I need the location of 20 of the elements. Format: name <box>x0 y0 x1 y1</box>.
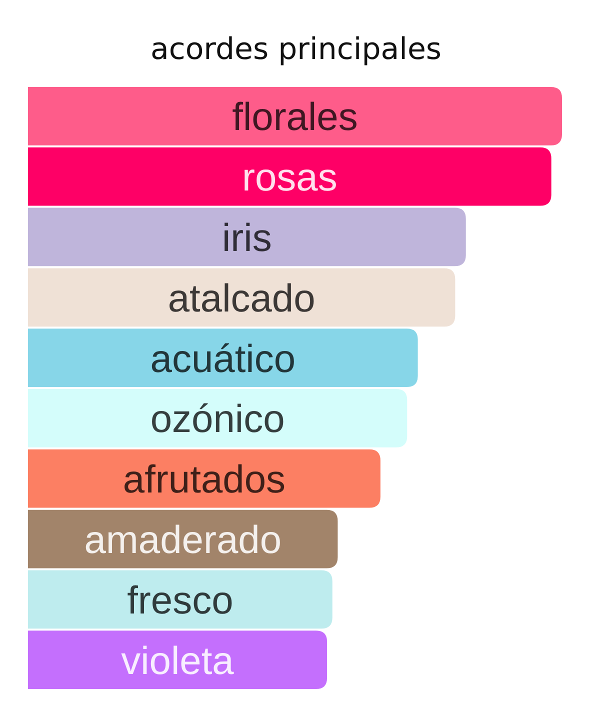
y-tick-label: fresco <box>127 579 234 622</box>
bar <box>28 328 418 387</box>
y-tick-label: afrutados <box>122 458 286 502</box>
bar <box>28 630 328 689</box>
y-tick-label: amaderado <box>84 519 282 562</box>
bar <box>28 208 466 266</box>
y-tick-label: iris <box>222 217 272 260</box>
chart-title: acordes principales <box>150 32 442 67</box>
y-tick-label: rosas <box>242 156 338 200</box>
bar <box>28 570 332 629</box>
bar <box>28 389 408 448</box>
bar <box>28 268 456 327</box>
y-tick-label: violeta <box>121 640 234 683</box>
y-tick-label: acuático <box>150 338 296 381</box>
bar <box>28 87 562 146</box>
bar <box>28 449 380 508</box>
y-tick-label: ozónico <box>150 398 285 442</box>
y-tick-label: atalcado <box>168 277 316 320</box>
bar <box>28 147 552 206</box>
y-tick-label: florales <box>232 96 358 140</box>
